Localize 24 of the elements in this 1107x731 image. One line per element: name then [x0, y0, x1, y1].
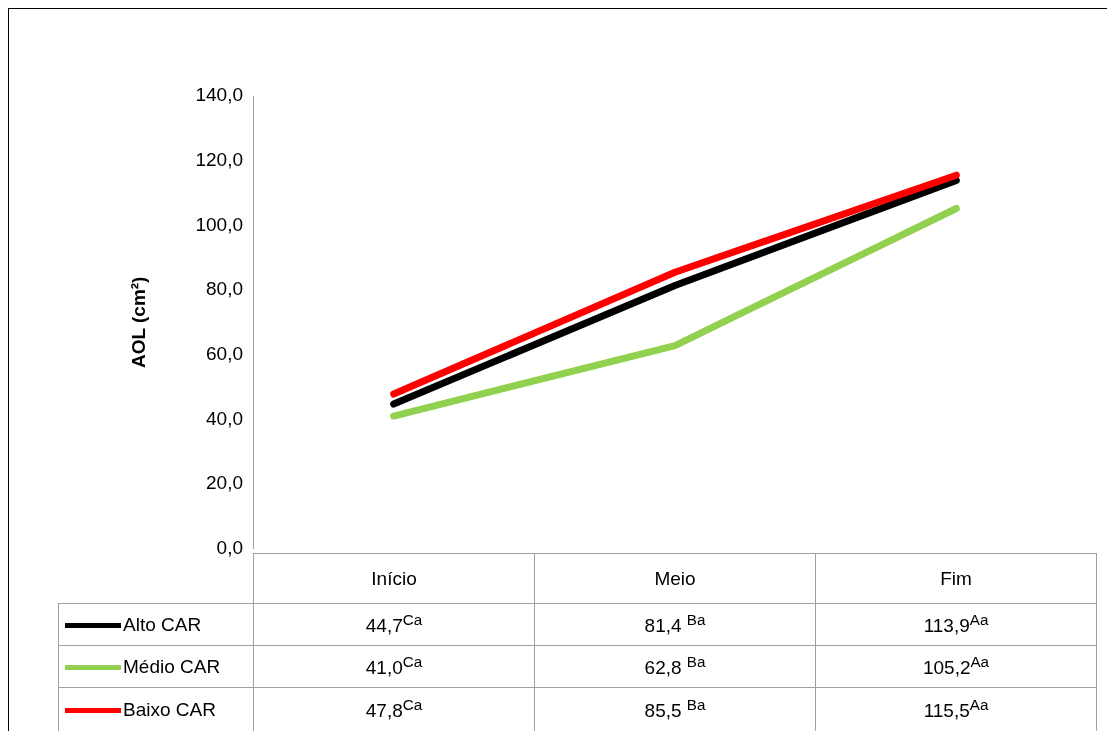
x-tick-label: Meio [534, 553, 816, 604]
data-label: 81,4 $^{Ba}$ [534, 603, 816, 646]
y-tick-label: 100,0 [195, 213, 243, 235]
y-tick-label: 20,0 [206, 472, 243, 494]
data-label: 62,8 $^{Ba}$ [534, 645, 816, 688]
legend-label: Médio CAR [58, 645, 254, 688]
x-tick-label: Fim [815, 553, 1097, 604]
data-label: 41,0$^{Ca}$ [253, 645, 535, 688]
x-tick-label: Início [253, 553, 535, 604]
legend-label: Alto CAR [58, 603, 254, 646]
y-tick-label: 140,0 [195, 84, 243, 106]
data-label: 44,7$^{Ca}$ [253, 603, 535, 646]
data-label: 113,9$^{Aa}$ [815, 603, 1097, 646]
y-tick-label: 0,0 [216, 536, 243, 558]
y-tick-label: 80,0 [206, 278, 243, 300]
data-label: 47,8$^{Ca}$ [253, 687, 535, 731]
legend-label: Baixo CAR [58, 687, 254, 731]
y-tick-label: 60,0 [206, 342, 243, 364]
y-tick-label: 40,0 [206, 407, 243, 429]
y-axis-title: AOL (cm²) [127, 276, 149, 369]
y-tick-label: 120,0 [195, 148, 243, 170]
data-label: 85,5 $^{Ba}$ [534, 687, 816, 731]
data-label: 115,5$^{Aa}$ [815, 687, 1097, 731]
data-label: 105,2$^{Aa}$ [815, 645, 1097, 688]
